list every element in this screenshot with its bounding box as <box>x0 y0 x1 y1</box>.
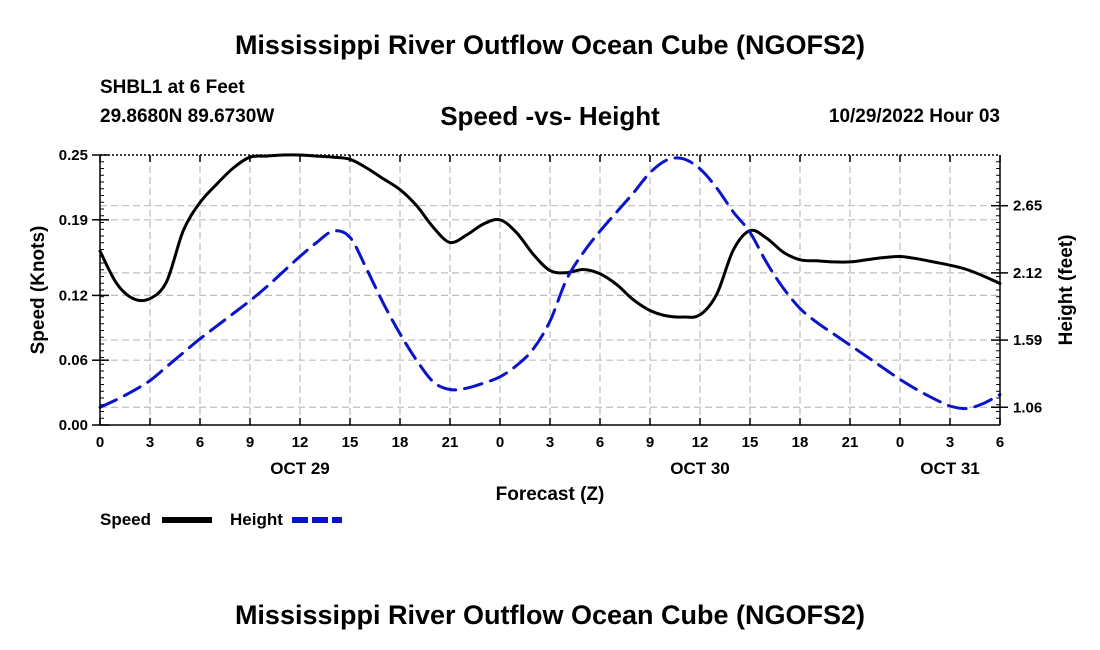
chart-footer-title: Mississippi River Outflow Ocean Cube (NG… <box>234 600 866 630</box>
legend: Speed Height <box>100 510 342 529</box>
y-tick-label: 0.00 <box>59 417 88 434</box>
x-tick-label: 0 <box>496 434 504 451</box>
x-tick-label: 9 <box>646 434 654 451</box>
x-tick-label: 15 <box>342 434 359 451</box>
x-tick-label: 9 <box>246 434 254 451</box>
x-tick-label: 0 <box>896 434 904 451</box>
x-tick-label: 21 <box>842 434 859 451</box>
grid-lines <box>100 155 1000 425</box>
y-tick-label: 0.25 <box>59 147 88 164</box>
x-date-label: OCT 30 <box>670 459 730 478</box>
x-date-label: OCT 31 <box>920 459 980 478</box>
x-tick-label: 12 <box>692 434 709 451</box>
station-coordinates: 29.8680N 89.6730W <box>100 106 275 127</box>
axes: 0 3 6 9 12 15 18 21 0 3 6 9 12 15 18 21 0 3 6 OCT 29 OCT 30 O… <box>28 147 1077 505</box>
x-tick-label: 0 <box>96 434 104 451</box>
series-line-height <box>98 156 1002 411</box>
x-tick-label: 12 <box>292 434 309 451</box>
chart-main-title: Mississippi River Outflow Ocean Cube (NG… <box>234 30 866 60</box>
x-tick-label: 18 <box>392 434 409 451</box>
legend-label-speed: Speed <box>100 510 151 529</box>
station-label: SHBL1 at 6 Feet <box>100 77 245 98</box>
x-tick-label: 3 <box>946 434 954 451</box>
x-date-label: OCT 29 <box>270 459 330 478</box>
x-tick-label: 21 <box>442 434 459 451</box>
x-tick-label: 6 <box>996 434 1004 451</box>
x-tick-label: 15 <box>742 434 759 451</box>
y-axis-title: Speed (Knots) <box>28 226 49 355</box>
forecast-datetime: 10/29/2022 Hour 03 <box>828 106 1000 127</box>
x-tick-label: 3 <box>546 434 554 451</box>
x-tick-label: 6 <box>196 434 204 451</box>
legend-label-height: Height <box>230 510 283 529</box>
y2-axis-title: Height (feet) <box>1056 235 1077 346</box>
y-tick-label: 0.06 <box>59 352 88 369</box>
chart-subtitle: Speed -vs- Height <box>440 101 660 131</box>
x-tick-label: 18 <box>792 434 809 451</box>
y2-tick-label: 2.12 <box>1013 265 1042 282</box>
y2-tick-label: 2.65 <box>1013 198 1042 215</box>
y-tick-label: 0.12 <box>59 287 88 304</box>
y2-tick-label: 1.06 <box>1013 399 1042 416</box>
y-tick-label: 0.19 <box>59 212 88 229</box>
x-tick-label: 3 <box>146 434 154 451</box>
x-axis-title: Forecast (Z) <box>496 484 605 505</box>
y2-tick-label: 1.59 <box>1013 332 1042 349</box>
x-tick-label: 6 <box>596 434 604 451</box>
